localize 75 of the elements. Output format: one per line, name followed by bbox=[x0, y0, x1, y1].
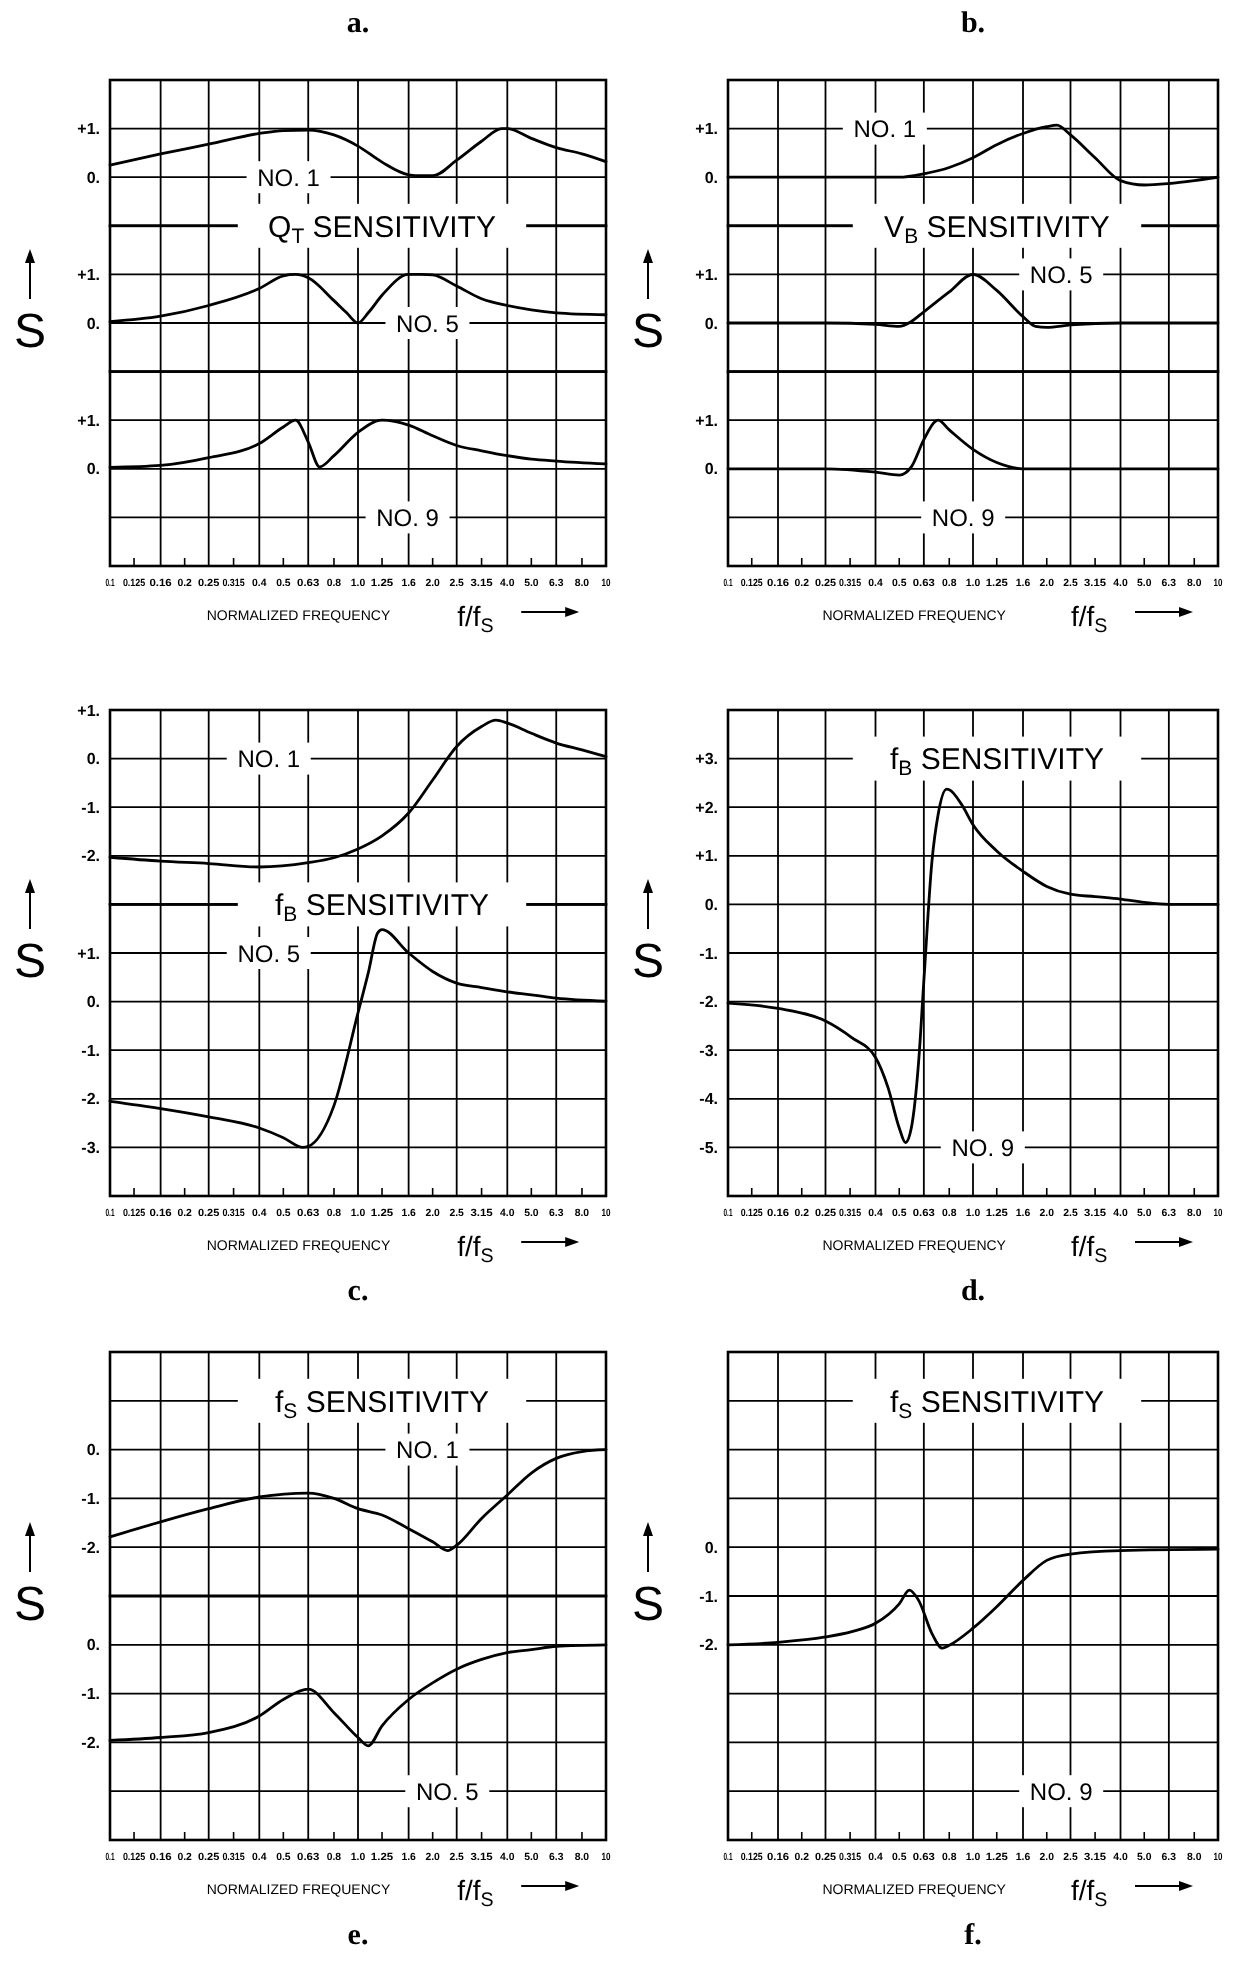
text: e. bbox=[347, 1920, 369, 1952]
y-tick-label: 0. bbox=[86, 1636, 100, 1655]
text: NO. 1 bbox=[237, 745, 301, 774]
y-tick-label: 0. bbox=[86, 168, 100, 187]
text: NO. 9 bbox=[376, 504, 440, 533]
text: f. bbox=[964, 1920, 983, 1952]
y-axis-title: S bbox=[13, 935, 47, 989]
text: f/f$_{S}$ bbox=[1071, 1230, 1109, 1268]
text: NO. 5 bbox=[237, 939, 301, 968]
y-tick-label: +3. bbox=[695, 750, 718, 769]
y-tick-label: 0. bbox=[86, 993, 100, 1012]
y-tick-label: 0. bbox=[86, 314, 100, 333]
y-tick-label: -1. bbox=[81, 1490, 100, 1508]
y-tick-label: 0. bbox=[704, 314, 718, 333]
y-tick-label: -2. bbox=[699, 1636, 718, 1655]
text: d. bbox=[960, 1276, 986, 1308]
y-tick-label: 0. bbox=[86, 750, 100, 769]
y-tick-label: -2. bbox=[699, 993, 718, 1012]
text: f$_{B}$ SENSITIVITY bbox=[274, 889, 490, 928]
y-tick-label: -2. bbox=[81, 1538, 100, 1557]
y-tick-label: -2. bbox=[81, 847, 100, 866]
y-tick-label: 0. bbox=[704, 896, 718, 914]
y-tick-label: -1. bbox=[81, 1041, 100, 1060]
chart-title: b. bbox=[960, 8, 986, 40]
y-tick-label: 0. bbox=[704, 1538, 718, 1557]
y-tick-label: +1. bbox=[77, 701, 100, 720]
y-tick-label: 0. bbox=[86, 1441, 100, 1460]
chart-title: a. bbox=[346, 8, 370, 40]
y-tick-label: +1. bbox=[695, 120, 718, 139]
text: f/f$_{S}$ bbox=[457, 600, 495, 638]
series-label: NO. 9 bbox=[951, 1134, 1015, 1163]
series-label: NO. 5 bbox=[396, 309, 460, 338]
text: f$_{B}$ SENSITIVITY bbox=[889, 743, 1105, 782]
text: V$_{B}$ SENSITIVITY bbox=[884, 210, 1110, 250]
series-label: NO. 5 bbox=[1029, 261, 1094, 290]
text: c. bbox=[347, 1276, 369, 1308]
y-tick-label: +1. bbox=[695, 266, 718, 284]
series-label: NO. 1 bbox=[853, 115, 917, 144]
text: NO. 1 bbox=[396, 1436, 460, 1465]
y-tick-label: -5. bbox=[699, 1139, 718, 1157]
y-tick-label: +2. bbox=[695, 798, 718, 817]
y-tick-label: +1. bbox=[77, 411, 100, 430]
y-tick-label: 0. bbox=[86, 460, 100, 479]
y-tick-label: +1. bbox=[695, 847, 718, 866]
text: f/f$_{S}$ bbox=[1071, 600, 1109, 638]
y-tick-label: -3. bbox=[81, 1139, 100, 1157]
y-tick-label: -2. bbox=[81, 1734, 100, 1752]
y-tick-label: 0. bbox=[704, 168, 718, 187]
series-label: NO. 9 bbox=[931, 504, 996, 533]
text: NO. 5 bbox=[415, 1777, 480, 1806]
text: Q$_{T}$ SENSITIVITY bbox=[268, 210, 496, 250]
y-tick-label: -4. bbox=[699, 1090, 718, 1109]
y-tick-label: -3. bbox=[699, 1041, 718, 1060]
y-tick-label: 0. bbox=[704, 460, 718, 479]
y-tick-label: -1. bbox=[81, 798, 100, 817]
y-tick-label: +1. bbox=[695, 411, 718, 430]
y-axis-title: S bbox=[13, 305, 47, 359]
series-label: NO. 1 bbox=[257, 163, 321, 192]
text: f/f$_{S}$ bbox=[457, 1874, 495, 1912]
y-axis-title: S bbox=[13, 1578, 47, 1632]
y-tick-label: -1. bbox=[699, 1587, 718, 1606]
y-tick-label: +1. bbox=[77, 266, 100, 284]
y-tick-label: -1. bbox=[699, 944, 718, 963]
y-tick-label: +1. bbox=[77, 944, 100, 963]
y-tick-label: -1. bbox=[81, 1685, 100, 1704]
y-axis-title: S bbox=[631, 1578, 665, 1632]
y-tick-label: -2. bbox=[81, 1090, 100, 1109]
text: NO. 9 bbox=[1029, 1777, 1094, 1806]
y-axis-title: S bbox=[631, 305, 665, 359]
text: f/f$_{S}$ bbox=[1071, 1874, 1109, 1912]
text: f$_{S}$ SENSITIVITY bbox=[889, 1385, 1105, 1425]
text: f/f$_{S}$ bbox=[457, 1230, 495, 1268]
y-tick-label: +1. bbox=[77, 120, 100, 139]
text: f$_{S}$ SENSITIVITY bbox=[274, 1385, 490, 1425]
y-axis-title: S bbox=[631, 935, 665, 989]
